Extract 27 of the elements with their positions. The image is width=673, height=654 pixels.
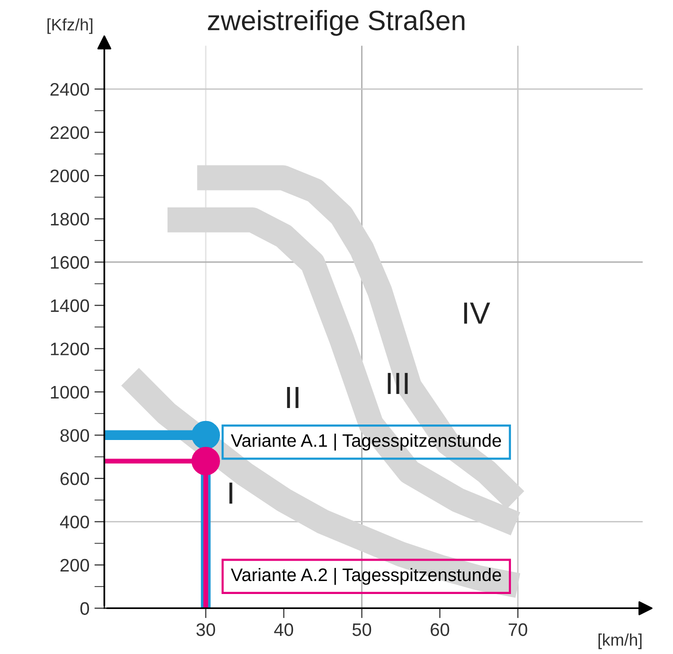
x-axis-title: [km/h]	[598, 634, 642, 650]
y-tick-label: 0	[80, 602, 90, 615]
y-tick-label: 1800	[50, 212, 90, 226]
y-axis-title: [Kfz/h]	[47, 18, 92, 34]
x-tick-label: 50	[352, 623, 372, 636]
y-tick-label: 1000	[50, 386, 90, 399]
y-tick-label: 1600	[50, 256, 90, 269]
series-label: Variante A.1 | Tagesspitzenstunde	[230, 434, 501, 451]
y-tick-label: 1200	[50, 342, 90, 356]
x-tick-label: 60	[430, 623, 450, 636]
y-tick-label: 200	[60, 558, 90, 572]
annotation: II	[287, 386, 298, 408]
text: Variante A.2 | Tagesspitzenstunde	[230, 568, 501, 585]
x-tick-label: 30	[196, 623, 216, 636]
chart-title: zweistreifige Straßen	[208, 10, 464, 36]
annotation: III	[388, 372, 408, 394]
annotation: I	[229, 482, 232, 504]
annotation: IV	[464, 302, 490, 324]
y-tick-label: 600	[60, 472, 90, 486]
x-tick-label: 70	[508, 623, 528, 636]
y-tick-label: 400	[60, 516, 90, 528]
y-tick-label: 2400	[50, 82, 90, 96]
y-tick-label: 1400	[50, 299, 90, 312]
x-tick-label: 40	[274, 623, 294, 636]
y-tick-label: 2000	[50, 170, 90, 182]
y-tick-label: 800	[60, 429, 90, 442]
y-tick-label: 2200	[50, 126, 90, 140]
